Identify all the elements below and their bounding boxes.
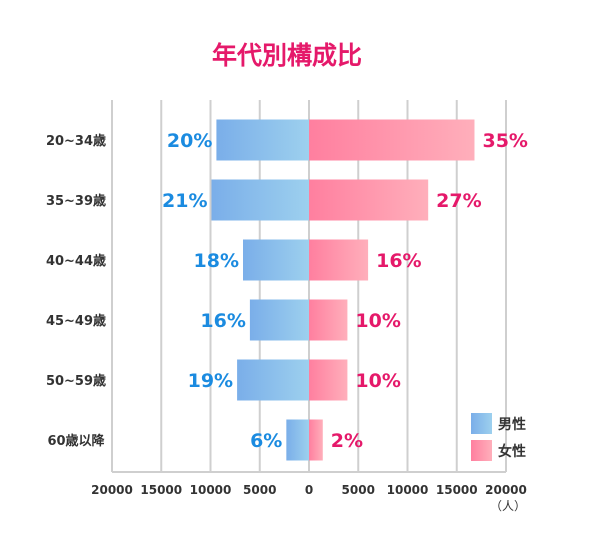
data-label-male: 18% — [194, 250, 239, 272]
data-label-female: 10% — [355, 370, 400, 392]
data-label-female: 35% — [482, 130, 527, 152]
bar-female — [309, 179, 429, 221]
category-label: 40~44歳 — [46, 253, 106, 269]
data-label-male: 6% — [250, 430, 282, 452]
chart-title: 年代別構成比 — [212, 41, 362, 70]
x-tick-label: 15000 — [436, 483, 478, 497]
data-label-male: 20% — [167, 130, 212, 152]
bar-female — [309, 299, 348, 341]
x-tick-label: 0 — [305, 483, 313, 497]
x-tick-label: 20000 — [91, 483, 133, 497]
data-label-male: 21% — [162, 190, 207, 212]
x-tick-label: 15000 — [140, 483, 182, 497]
legend-swatch — [471, 413, 492, 434]
bar-female — [309, 359, 348, 401]
bar-female — [309, 119, 475, 161]
data-label-female: 10% — [355, 310, 400, 332]
category-label: 20~34歳 — [46, 133, 106, 149]
bar-male — [237, 359, 309, 401]
bar-male — [216, 119, 309, 161]
legend-label: 男性 — [498, 416, 526, 433]
bar-male — [286, 419, 309, 461]
legend-swatch — [471, 440, 492, 461]
category-label: 45~49歳 — [46, 313, 106, 329]
x-tick-label: 10000 — [387, 483, 429, 497]
category-label: 35~39歳 — [46, 193, 106, 209]
data-label-male: 19% — [188, 370, 233, 392]
x-tick-label: 20000 — [485, 483, 527, 497]
data-label-female: 27% — [436, 190, 481, 212]
bar-female — [309, 419, 323, 461]
data-label-male: 16% — [200, 310, 245, 332]
data-label-female: 16% — [376, 250, 421, 272]
x-tick-label: 5000 — [342, 483, 375, 497]
data-label-female: 2% — [331, 430, 363, 452]
category-label: 60歳以降 — [47, 433, 105, 449]
x-unit: （人） — [490, 499, 526, 513]
bar-male — [249, 299, 309, 341]
x-tick-label: 10000 — [190, 483, 232, 497]
legend-label: 女性 — [498, 443, 526, 460]
bar-male — [243, 239, 309, 281]
bar-female — [309, 239, 369, 281]
category-label: 50~59歳 — [46, 373, 106, 389]
x-tick-label: 5000 — [243, 483, 276, 497]
bar-male — [211, 179, 309, 221]
